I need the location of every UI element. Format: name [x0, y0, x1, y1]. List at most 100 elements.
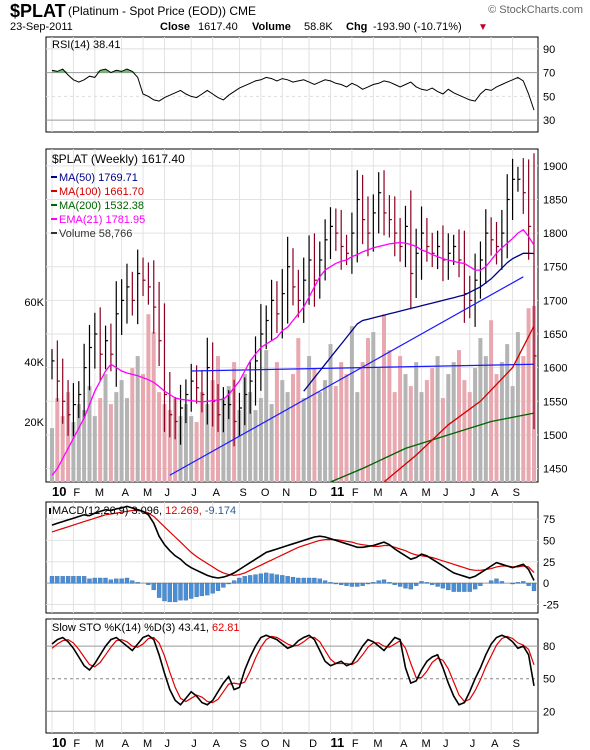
macd-tick-label: -25 — [543, 599, 559, 611]
x-tick-label-bottom: S — [239, 738, 246, 750]
volume-bar — [371, 332, 376, 482]
volume-bar — [323, 380, 328, 482]
volume-bar — [392, 392, 397, 482]
volume-bar — [167, 410, 172, 482]
volume-bar — [328, 344, 333, 482]
symbol-title: $PLAT — [10, 1, 66, 21]
macd-histogram-bar — [478, 582, 483, 586]
volume-bar — [157, 392, 162, 482]
x-tick-label-bottom: F — [352, 738, 359, 750]
sto-legend-item: Slow STO %K(14) %D(3) 43.41, — [52, 622, 212, 634]
x-tick-label-bottom: M — [373, 738, 382, 750]
volume-bar — [258, 398, 263, 482]
x-tick-label: J — [470, 487, 476, 499]
macd-histogram-bar — [355, 582, 360, 587]
legend-swatch — [51, 232, 57, 234]
macd-histogram-bar — [456, 582, 462, 592]
volume-bar — [162, 404, 167, 482]
rsi-line — [51, 68, 535, 111]
volume-bar — [376, 368, 381, 482]
macd-histogram-bar — [408, 582, 413, 590]
sto-legend-item: 62.81 — [212, 622, 240, 634]
macd-histogram-bar — [194, 582, 199, 597]
volume-bar — [457, 350, 461, 482]
volume-bar — [467, 392, 472, 482]
x-tick-label: S — [513, 487, 520, 499]
macd-histogram-bar — [156, 582, 162, 598]
volume-bar — [435, 356, 440, 482]
volume-bar — [248, 392, 253, 482]
volume-bar — [317, 392, 322, 482]
macd-histogram-bar — [167, 582, 172, 603]
x-tick-label-bottom: J — [443, 738, 449, 750]
volume-bar — [210, 380, 215, 482]
volume-bar — [521, 356, 526, 482]
volume-bar — [274, 362, 279, 482]
volume-bar — [387, 350, 392, 482]
price-legend-item: MA(50) 1769.71 — [59, 172, 138, 184]
macd-histogram-bar — [430, 582, 435, 585]
x-tick-label-bottom: A — [213, 738, 221, 750]
x-tick-label-bottom: J — [164, 738, 170, 750]
x-tick-label: M — [422, 487, 431, 499]
macd-histogram-bar — [55, 576, 60, 584]
macd-histogram-bar — [258, 573, 264, 584]
macd-histogram-bar — [81, 576, 87, 584]
volume-bar — [151, 332, 156, 482]
x-tick-label: F — [73, 487, 80, 499]
x-tick-label-bottom: 10 — [52, 735, 66, 750]
volume-bar — [414, 362, 419, 482]
sto-tick-label: 50 — [543, 674, 555, 686]
macd-histogram-bar — [333, 582, 338, 585]
price-legend-item: EMA(21) 1781.95 — [59, 214, 145, 226]
volume-bar — [221, 398, 226, 482]
macd-histogram-bar — [151, 582, 156, 591]
macd-legend-item: 12.269, — [165, 505, 205, 517]
x-tick-label: D — [309, 487, 317, 499]
volume-bar — [178, 416, 183, 482]
volume-bar — [419, 392, 424, 482]
macd-legend-item: -9.174 — [205, 505, 236, 517]
volume-bar — [226, 386, 231, 482]
macd-histogram-bar — [312, 577, 317, 584]
macd-histogram-bar — [65, 576, 71, 584]
macd-histogram-bar — [531, 582, 537, 592]
macd-histogram-bar — [371, 582, 376, 584]
price-title: $PLAT (Weekly) 1617.40 — [52, 152, 185, 166]
macd-histogram-bar — [237, 577, 242, 584]
rsi-tick-label: 30 — [543, 115, 555, 127]
price-tick-label: 1900 — [543, 161, 567, 173]
macd-histogram-bar — [247, 575, 253, 584]
volume-bar — [60, 416, 65, 482]
macd-histogram-bar — [173, 582, 178, 603]
volume-bar — [408, 386, 413, 482]
price-legend-item: Volume 58,766 — [59, 228, 132, 240]
ma50-line — [303, 252, 535, 392]
macd-histogram-bar — [328, 582, 333, 584]
macd-histogram-bar — [108, 579, 114, 584]
volume-bar — [473, 368, 478, 482]
x-tick-label: S — [239, 487, 246, 499]
macd-histogram-bar — [344, 582, 349, 586]
macd-histogram-bar — [205, 582, 210, 596]
volume-bar — [50, 428, 54, 482]
x-tick-label: O — [261, 487, 270, 499]
volume-bar — [398, 356, 403, 482]
volume-bar — [526, 308, 531, 482]
volume-bar — [307, 356, 312, 482]
macd-histogram-bar — [349, 582, 355, 587]
price-legend-item: MA(200) 1532.38 — [59, 200, 144, 212]
x-tick-label-bottom: N — [282, 738, 290, 750]
rsi-panel-frame — [45, 36, 539, 133]
volume-bar — [280, 380, 285, 482]
chart-date: 23-Sep-2011 — [10, 21, 73, 33]
volume-tick-label: 40K — [24, 357, 44, 369]
macd-histogram-bar — [499, 581, 505, 584]
macd-histogram-bar — [440, 582, 446, 589]
x-tick-label: M — [95, 487, 104, 499]
ma200-line — [330, 412, 535, 483]
volume-bar — [264, 350, 269, 482]
trendline — [169, 276, 524, 476]
close-value: 1617.40 — [198, 21, 238, 33]
volume-bar — [339, 362, 344, 482]
